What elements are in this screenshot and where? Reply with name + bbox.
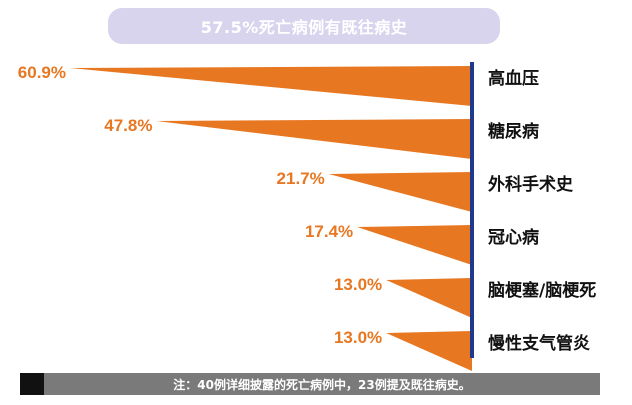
category-label-1: 糖尿病: [488, 121, 539, 142]
bar-1: [156, 119, 472, 159]
title-banner: 57.5%死亡病例有既往病史: [108, 8, 500, 44]
bars-group: 60.9% 高血压 47.8% 糖尿病 21.7% 外科手术史 17.4% 冠心病 13.0% 脑…: [18, 63, 596, 371]
value-label-0: 60.9%: [18, 63, 66, 82]
category-label-5: 慢性支气管炎: [488, 333, 590, 354]
bar-5: [386, 331, 472, 371]
category-label-2: 外科手术史: [488, 174, 574, 195]
footnote-marker: [20, 373, 44, 395]
category-label-0: 高血压: [488, 68, 539, 89]
category-label-3: 冠心病: [488, 227, 539, 248]
value-label-1: 47.8%: [104, 116, 152, 135]
chart-title: 57.5%死亡病例有既往病史: [200, 18, 408, 37]
value-label-2: 21.7%: [277, 169, 325, 188]
bar-0: [70, 66, 472, 106]
bar-3: [357, 225, 472, 265]
footnote-text: 注：40例详细披露的死亡病例中，23例提及既往病史。: [173, 377, 471, 392]
value-label-4: 13.0%: [334, 275, 382, 294]
category-label-4: 脑梗塞/脑梗死: [488, 280, 596, 301]
value-label-5: 13.0%: [334, 328, 382, 347]
bar-2: [328, 172, 472, 212]
bar-4: [386, 278, 472, 318]
value-label-3: 17.4%: [305, 222, 353, 241]
footnote-bar: 注：40例详细披露的死亡病例中，23例提及既往病史。: [20, 373, 600, 395]
